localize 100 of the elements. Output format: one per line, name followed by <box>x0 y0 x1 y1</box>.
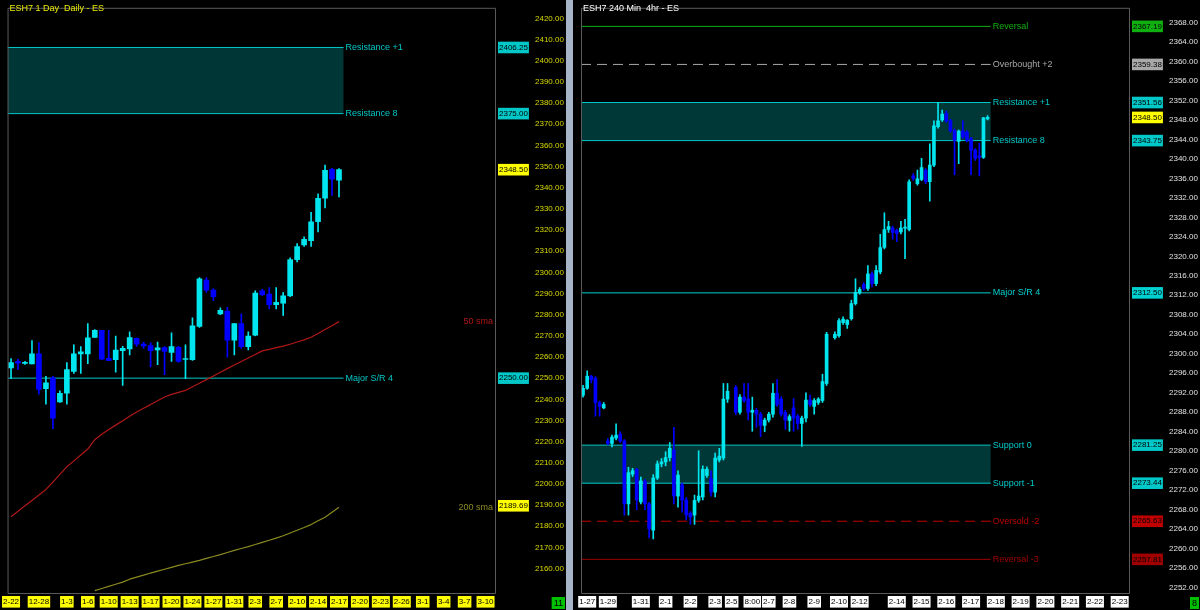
y-tick-label: 2308.00 <box>1169 309 1199 319</box>
ref-line-label: Oversold -2 <box>992 515 1040 526</box>
y-tick-label: 2300.00 <box>535 267 565 277</box>
x-tick-label: 1-3 <box>61 597 74 606</box>
x-tick-label: 2-21 <box>1062 597 1079 606</box>
y2-tick-label: 2281.25 <box>1133 440 1163 450</box>
ref-line-label: Major S/R 4 <box>345 372 393 383</box>
y-tick-label: 2190.00 <box>535 500 565 510</box>
x-tick-label: 2-20 <box>1037 597 1054 606</box>
x-tick-label: 2-15 <box>913 597 931 606</box>
y-tick-label: 2348.00 <box>1169 115 1199 125</box>
y2-tick-label: 2343.75 <box>1133 135 1163 145</box>
y-tick-label: 2320.00 <box>535 225 565 235</box>
y2-tick-label: 2189.69 <box>499 500 529 510</box>
candlestick <box>750 396 755 432</box>
y2-tick-label: 2257.81 <box>1133 554 1163 564</box>
y-tick-label: 2280.00 <box>535 309 565 319</box>
x-tick-label: 1-31 <box>226 597 243 606</box>
x-tick-label: 2-9 <box>808 597 821 606</box>
x-tick-label: 2-18 <box>987 597 1005 606</box>
x-tick-label: 3-1 <box>416 597 430 606</box>
y-tick-label: 2390.00 <box>535 77 565 87</box>
ref-line-label: Support -1 <box>992 477 1035 488</box>
x-tick-label: 1-24 <box>184 597 202 606</box>
x-tick-label: 1-17 <box>142 597 160 606</box>
text: 11 <box>553 597 563 608</box>
ref-line-label: Support 0 <box>992 439 1032 450</box>
x-tick-label: 2-14 <box>310 597 327 606</box>
x-tick-label: 2-17 <box>963 597 980 606</box>
x-tick-label: 2-26 <box>393 597 411 606</box>
y-tick-label: 2336.00 <box>1169 173 1199 183</box>
x-tick-label: 8:00 <box>744 597 761 606</box>
y-tick-label: 2288.00 <box>1169 407 1199 417</box>
x-tick-label: 2-2 <box>684 597 697 606</box>
x-tick-label: 2-8 <box>783 597 796 606</box>
ref-line-label: Major S/R 4 <box>992 287 1041 298</box>
y-tick-label: 2230.00 <box>535 415 565 425</box>
y-tick-label: 2220.00 <box>535 436 565 446</box>
y-tick-label: 2304.00 <box>1169 329 1199 339</box>
x-tick-label: 2-3 <box>249 597 262 606</box>
candlestick <box>43 375 49 405</box>
text: 8 <box>1191 597 1198 608</box>
y2-tick-label: 2367.19 <box>1133 21 1163 31</box>
y-tick-label: 2356.00 <box>1169 76 1199 86</box>
y-tick-label: 2330.00 <box>535 204 565 214</box>
x-tick-label: 2-16 <box>938 597 955 606</box>
x-tick-label: 2-12 <box>851 597 869 606</box>
y-tick-label: 2180.00 <box>535 521 565 531</box>
y-tick-label: 2210.00 <box>535 458 565 467</box>
y-tick-label: 2352.00 <box>1169 95 1199 105</box>
y-tick-label: 2250.00 <box>535 373 565 383</box>
x-tick-label: 12-28 <box>28 597 50 606</box>
y-tick-label: 2370.00 <box>535 119 565 129</box>
y-tick-label: 2292.00 <box>1169 387 1199 397</box>
y2-tick-label: 2375.00 <box>499 108 529 118</box>
y-tick-label: 2332.00 <box>1169 193 1199 203</box>
ref-line-label: Resistance 8 <box>345 108 398 119</box>
y-tick-label: 2320.00 <box>1169 251 1199 261</box>
x-tick-label: 2-14 <box>888 597 906 606</box>
y-tick-label: 2264.00 <box>1169 524 1199 534</box>
x-tick-label: 2-22 <box>1086 597 1104 606</box>
y-tick-label: 2344.00 <box>1169 134 1199 144</box>
text: 50 sma <box>463 316 493 327</box>
y-tick-label: 2290.00 <box>535 288 565 298</box>
x-tick-label: 3-4 <box>437 597 450 606</box>
ref-line-label: Resistance +1 <box>345 41 403 52</box>
ref-line-label: Reversal -3 <box>992 553 1039 564</box>
y2-tick-label: 2348.50 <box>1133 112 1163 122</box>
x-tick-label: 2-7 <box>763 597 776 606</box>
y-tick-label: 2260.00 <box>535 352 565 362</box>
y-tick-label: 2280.00 <box>1169 446 1199 456</box>
x-tick-label: 3-7 <box>458 597 471 606</box>
x-tick-label: 2-10 <box>289 597 306 606</box>
y-tick-label: 2200.00 <box>535 479 565 489</box>
y-tick-label: 2296.00 <box>1169 368 1199 378</box>
y2-tick-label: 2312.50 <box>1133 288 1163 298</box>
y-tick-label: 2312.00 <box>1169 290 1199 300</box>
ref-line-label: Resistance 8 <box>992 135 1045 146</box>
x-tick-label: 2-22 <box>3 597 20 606</box>
y-tick-label: 2340.00 <box>1169 154 1199 164</box>
x-tick-label: 2-3 <box>709 597 722 606</box>
y-tick-label: 2368.00 <box>1169 17 1199 27</box>
chart-title: ESH7 240 Min 4hr - ES <box>583 2 680 13</box>
x-tick-label: 3-10 <box>477 597 495 606</box>
y2-tick-label: 2359.38 <box>1133 59 1163 69</box>
y-tick-label: 2360.00 <box>535 140 565 150</box>
x-tick-label: 2-23 <box>372 597 390 606</box>
x-tick-label: 1-6 <box>82 597 95 606</box>
x-tick-label: 1-10 <box>100 597 118 606</box>
y2-tick-label: 2273.44 <box>1133 478 1163 488</box>
x-tick-label: 1-31 <box>632 597 650 606</box>
y-tick-label: 2410.00 <box>535 34 565 44</box>
chart-title: ESH7 1 Day Daily - ES <box>9 2 105 13</box>
y-tick-label: 2256.00 <box>1169 563 1199 573</box>
x-tick-label: 1-27 <box>205 597 222 606</box>
y-tick-label: 2316.00 <box>1169 271 1199 281</box>
x-tick-label: 1-20 <box>163 597 181 606</box>
y-tick-label: 2400.00 <box>535 55 565 65</box>
y2-tick-label: 2250.00 <box>499 373 529 383</box>
x-tick-label: 2-10 <box>830 597 848 606</box>
